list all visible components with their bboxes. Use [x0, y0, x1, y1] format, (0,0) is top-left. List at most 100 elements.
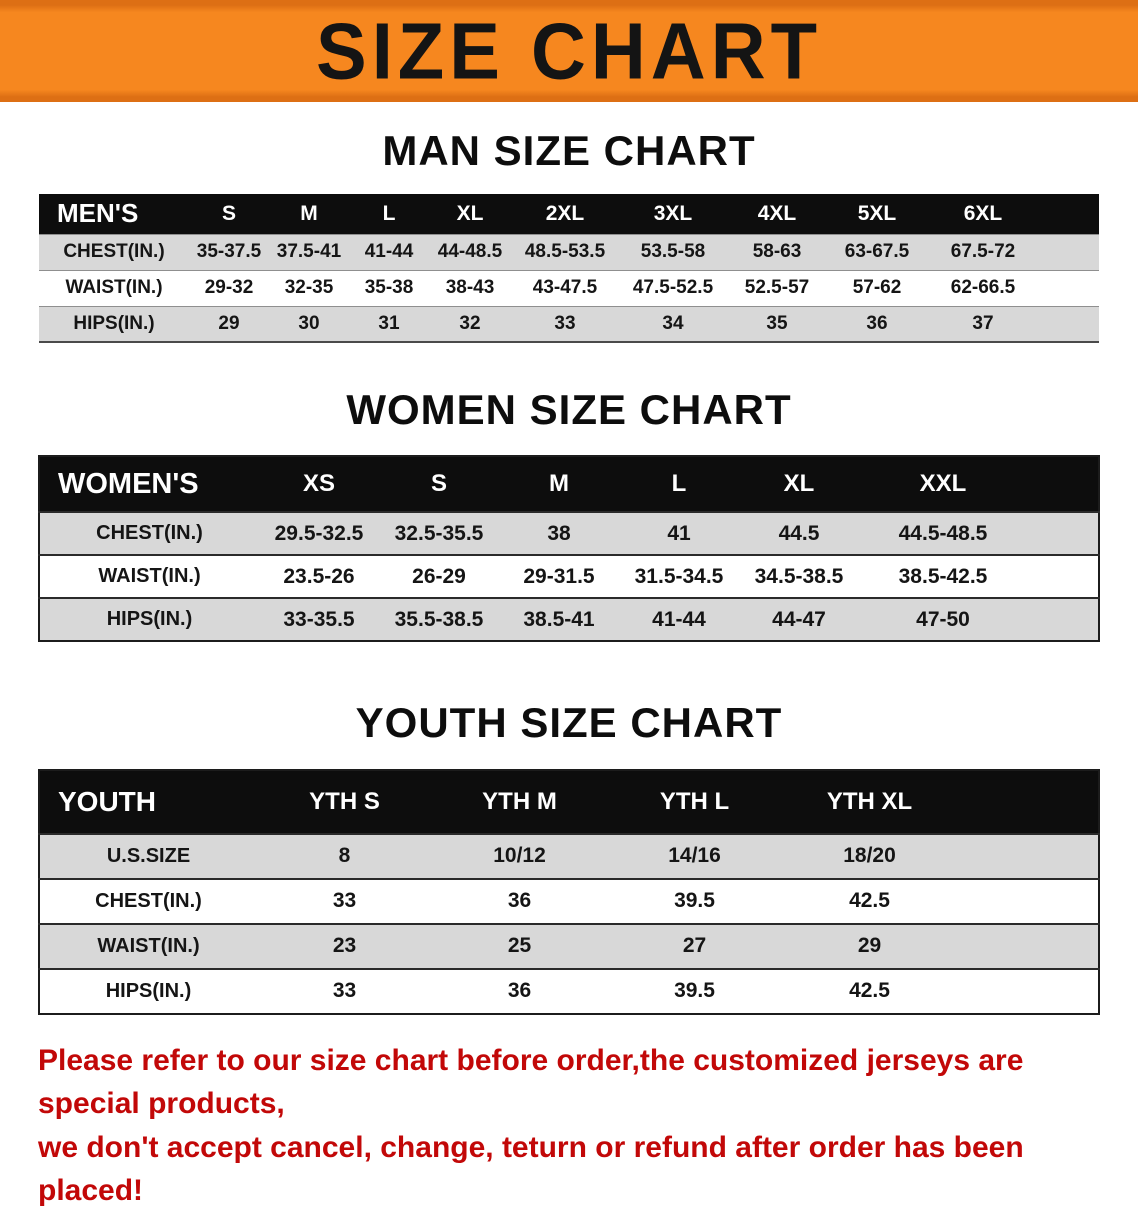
men-section-heading: MAN SIZE CHART — [382, 127, 756, 174]
women-col-header: S — [379, 456, 499, 513]
size-cell: 41 — [667, 521, 691, 545]
size-cell: 39.5 — [674, 979, 715, 1003]
men-col-header: 3XL — [619, 194, 727, 235]
size-cell: 35-37.5 — [196, 241, 262, 263]
size-cell: 36 — [866, 312, 888, 334]
size-cell: 29-31.5 — [523, 564, 595, 588]
table-row: CHEST(IN.) 33 36 39.5 42.5 — [39, 878, 1099, 924]
size-cell: 29 — [218, 312, 240, 334]
size-cell: 31.5-34.5 — [634, 564, 724, 588]
size-cell: 29-32 — [204, 277, 254, 299]
filler-cell — [1027, 555, 1099, 598]
size-cell: 10/12 — [493, 844, 546, 868]
filler-cell — [1027, 456, 1099, 513]
size-cell: 42.5 — [849, 889, 890, 913]
footer-note: Please refer to our size chart before or… — [38, 1039, 1100, 1213]
men-col-header: 2XL — [511, 194, 619, 235]
row-label: CHEST(IN.) — [96, 522, 203, 545]
filler-cell — [1027, 512, 1099, 555]
filler-cell — [1039, 194, 1099, 235]
filler-cell — [957, 879, 1099, 924]
men-header-row: MEN'S S M L XL 2XL 3XL 4XL 5XL 6XL — [39, 194, 1099, 235]
size-cell: 38.5-41 — [523, 607, 595, 631]
size-cell: 33 — [332, 889, 357, 913]
size-cell: 35-38 — [364, 277, 414, 299]
size-cell: 37 — [972, 312, 994, 334]
row-label: HIPS(IN.) — [106, 608, 193, 631]
size-cell: 42.5 — [849, 979, 890, 1003]
size-cell: 38 — [547, 521, 571, 545]
youth-size-table: YOUTH YTH S YTH M YTH L YTH XL U.S.SIZE … — [38, 768, 1100, 1015]
size-cell: 31 — [378, 312, 400, 334]
size-cell: 52.5-57 — [744, 277, 810, 299]
filler-cell — [957, 924, 1099, 969]
women-col-header: L — [619, 456, 739, 513]
size-cell: 35 — [766, 312, 788, 334]
size-cell: 32.5-35.5 — [394, 521, 484, 545]
filler-cell — [1039, 234, 1099, 270]
men-col-header: 6XL — [927, 194, 1039, 235]
youth-col-header: YTH S — [257, 769, 432, 834]
row-label: U.S.SIZE — [106, 844, 191, 867]
size-cell: 34 — [662, 312, 684, 334]
filler-cell — [1039, 306, 1099, 342]
men-col-header: L — [349, 194, 429, 235]
banner-title: SIZE CHART — [316, 6, 822, 96]
size-cell: 30 — [298, 312, 320, 334]
size-cell: 37.5-41 — [276, 241, 342, 263]
size-cell: 44.5 — [778, 521, 820, 545]
row-label: HIPS(IN.) — [105, 979, 192, 1002]
men-col-header: S — [189, 194, 269, 235]
size-cell: 44-47 — [772, 607, 826, 631]
table-row: HIPS(IN.) 33-35.5 35.5-38.5 38.5-41 41-4… — [39, 598, 1099, 642]
women-col-header: XS — [259, 456, 379, 513]
size-cell: 35.5-38.5 — [394, 607, 484, 631]
youth-col-header: YTH XL — [782, 769, 957, 834]
size-cell: 41-44 — [364, 241, 414, 263]
women-col-header: XXL — [859, 456, 1027, 513]
row-label: WAIST(IN.) — [97, 934, 200, 957]
size-cell: 43-47.5 — [532, 277, 598, 299]
size-cell: 29.5-32.5 — [274, 521, 364, 545]
row-label: WAIST(IN.) — [65, 277, 163, 299]
size-cell: 38.5-42.5 — [898, 564, 988, 588]
table-row: WAIST(IN.) 23.5-26 26-29 29-31.5 31.5-34… — [39, 555, 1099, 599]
size-cell: 38-43 — [445, 277, 495, 299]
size-cell: 48.5-53.5 — [524, 241, 606, 263]
size-cell: 25 — [507, 934, 532, 958]
men-col-header: M — [269, 194, 349, 235]
size-cell: 29 — [857, 934, 882, 958]
youth-col-header: YTH L — [607, 769, 782, 834]
size-cell: 33-35.5 — [283, 607, 355, 631]
size-cell: 23.5-26 — [283, 564, 355, 588]
footer-line-2: we don't accept cancel, change, teturn o… — [38, 1130, 1024, 1208]
men-col-header: 5XL — [827, 194, 927, 235]
men-size-table: MEN'S S M L XL 2XL 3XL 4XL 5XL 6XL CHEST… — [39, 194, 1099, 344]
size-cell: 36 — [507, 889, 532, 913]
women-size-table: WOMEN'S XS S M L XL XXL CHEST(IN.) 29.5-… — [38, 455, 1100, 643]
filler-cell — [957, 769, 1099, 834]
banner: SIZE CHART — [0, 0, 1138, 102]
size-cell: 27 — [682, 934, 707, 958]
size-cell: 23 — [332, 934, 357, 958]
footer-line-1: Please refer to our size chart before or… — [38, 1043, 1024, 1121]
size-cell: 47.5-52.5 — [632, 277, 714, 299]
women-section: WOMEN SIZE CHART WOMEN'S XS S M L XL XXL — [0, 386, 1138, 643]
filler-cell — [957, 969, 1099, 1014]
row-label: CHEST(IN.) — [95, 889, 202, 912]
size-cell: 34.5-38.5 — [754, 564, 844, 588]
men-corner-label: MEN'S — [39, 194, 189, 235]
row-label: WAIST(IN.) — [98, 565, 201, 588]
size-cell: 62-66.5 — [950, 277, 1016, 299]
size-cell: 63-67.5 — [844, 241, 910, 263]
size-cell: 32 — [459, 312, 481, 334]
size-cell: 44-48.5 — [437, 241, 503, 263]
size-cell: 67.5-72 — [950, 241, 1016, 263]
youth-section-heading: YOUTH SIZE CHART — [355, 699, 783, 747]
table-row: WAIST(IN.) 23 25 27 29 — [39, 923, 1099, 969]
youth-corner-label: YOUTH — [39, 769, 257, 834]
table-row: CHEST(IN.) 29.5-32.5 32.5-35.5 38 41 44.… — [39, 512, 1099, 556]
size-cell: 39.5 — [674, 889, 715, 913]
size-cell: 41-44 — [652, 607, 706, 631]
women-col-header: XL — [739, 456, 859, 513]
